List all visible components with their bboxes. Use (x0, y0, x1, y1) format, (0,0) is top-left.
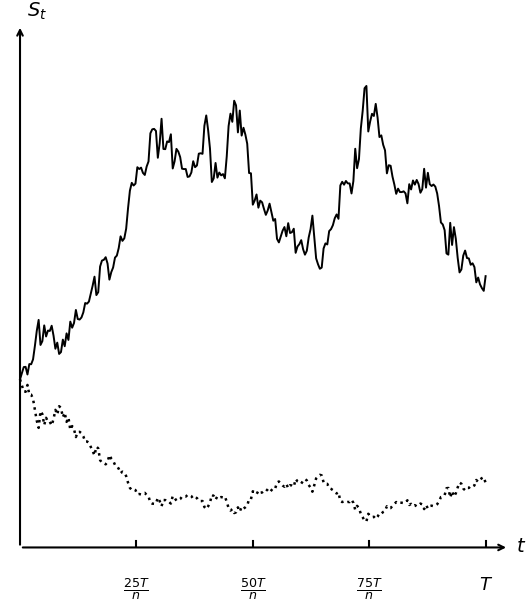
Text: $\frac{50T}{n}$: $\frac{50T}{n}$ (240, 576, 266, 600)
Text: $T$: $T$ (479, 576, 492, 594)
Text: $\frac{75T}{n}$: $\frac{75T}{n}$ (356, 576, 382, 600)
Text: $t$: $t$ (516, 538, 526, 556)
Text: $S_t$: $S_t$ (27, 1, 47, 22)
Text: $\frac{25T}{n}$: $\frac{25T}{n}$ (123, 576, 150, 600)
